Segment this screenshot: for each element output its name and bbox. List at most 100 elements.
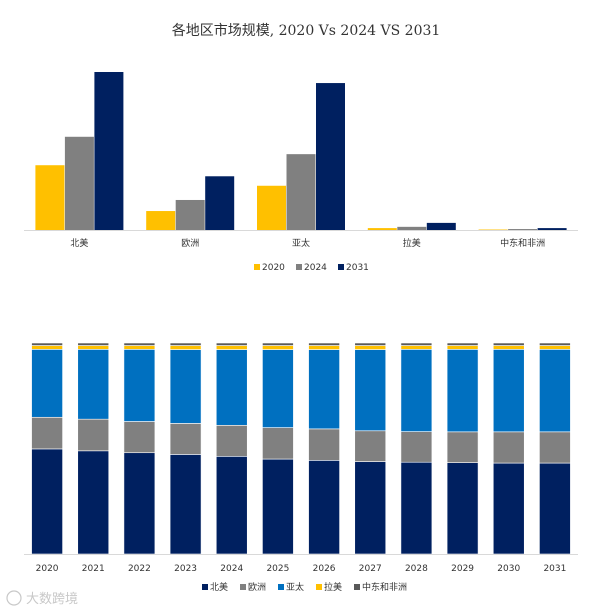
stack-2031-欧洲	[539, 431, 571, 464]
stack-2020-中东和非洲	[31, 342, 63, 346]
stack-2028-北美	[400, 461, 433, 555]
bar-拉美-2031	[426, 222, 456, 230]
stack-2031-亚太	[539, 349, 571, 433]
legend-label: 中东和非洲	[362, 581, 407, 593]
x-tick-label: 2023	[174, 564, 197, 574]
stack-2028-亚太	[400, 349, 433, 432]
bar-欧洲-2020	[146, 211, 176, 230]
stack-2020-拉美	[31, 345, 63, 350]
x-tick-label: 2026	[313, 564, 336, 574]
stack-2026-中东和非洲	[308, 342, 340, 346]
bar-中东和非洲-2020	[478, 229, 508, 231]
stack-2026-欧洲	[308, 428, 340, 461]
stack-2021-北美	[77, 450, 110, 555]
watermark-logo-icon	[6, 590, 22, 606]
legend-swatch-亚太	[278, 584, 284, 590]
legend-label: 亚太	[286, 581, 304, 593]
stack-2026-亚太	[308, 349, 340, 430]
x-tick-label: 2029	[451, 564, 474, 574]
x-tick-label: 2020	[36, 564, 59, 574]
stack-2020-欧洲	[31, 416, 63, 450]
x-tick-label: 中东和非洲	[500, 237, 545, 249]
stack-2029-北美	[446, 462, 479, 555]
stack-2029-亚太	[446, 349, 479, 433]
stack-2024-北美	[215, 456, 248, 555]
stack-2030-北美	[492, 462, 525, 555]
stack-2029-欧洲	[446, 431, 479, 463]
stack-2031-中东和非洲	[539, 342, 571, 346]
legend-swatch-欧洲	[240, 584, 246, 590]
stack-2025-欧洲	[262, 427, 294, 460]
x-tick-label: 2028	[405, 564, 428, 574]
stack-2028-中东和非洲	[400, 342, 433, 346]
stack-2030-亚太	[492, 349, 525, 433]
legend-label: 2020	[262, 263, 285, 273]
bar-拉美-2024	[397, 226, 427, 230]
stack-2030-拉美	[492, 345, 525, 350]
bar-北美-2024	[64, 136, 94, 230]
bar-拉美-2020	[367, 228, 397, 230]
stack-2023-欧洲	[169, 423, 202, 455]
x-tick-label: 2021	[82, 564, 105, 574]
stack-2023-拉美	[169, 345, 202, 350]
stack-2030-中东和非洲	[492, 342, 525, 346]
stack-2022-中东和非洲	[123, 342, 156, 346]
stack-2031-拉美	[539, 345, 571, 350]
stack-2030-欧洲	[492, 431, 525, 464]
stack-2024-中东和非洲	[215, 342, 248, 346]
stack-2027-欧洲	[354, 430, 387, 462]
stack-2021-中东和非洲	[77, 342, 110, 346]
stack-2025-中东和非洲	[262, 342, 294, 346]
stack-2021-拉美	[77, 345, 110, 350]
stack-2020-亚太	[31, 349, 63, 418]
stack-2021-欧洲	[77, 418, 110, 452]
watermark: 大数跨境	[26, 592, 78, 607]
x-tick-label: 2024	[220, 564, 243, 574]
legend-swatch-2024	[296, 264, 302, 270]
bar-北美-2031	[94, 72, 124, 230]
stack-2025-拉美	[262, 345, 294, 350]
bar-中东和非洲-2031	[537, 228, 567, 230]
legend-swatch-北美	[202, 584, 208, 590]
x-tick-label: 拉美	[403, 237, 421, 249]
stack-2024-亚太	[215, 349, 248, 426]
x-tick-label: 2027	[359, 564, 382, 574]
legend-label: 2031	[346, 263, 369, 273]
stack-2023-北美	[169, 454, 202, 555]
stack-2022-欧洲	[123, 421, 156, 454]
stack-2024-拉美	[215, 345, 248, 350]
bar-亚太-2020	[257, 185, 286, 230]
legend-swatch-2031	[338, 264, 344, 270]
stack-2020-北美	[31, 448, 63, 555]
stack-2026-拉美	[308, 345, 340, 350]
stack-2027-拉美	[354, 345, 387, 350]
x-tick-label: 亚太	[292, 237, 310, 249]
x-tick-label: 2030	[497, 564, 520, 574]
stack-2023-中东和非洲	[169, 342, 202, 346]
stack-2026-北美	[308, 460, 340, 555]
chart-title: 各地区市场规模, 2020 Vs 2024 VS 2031	[171, 23, 441, 39]
x-tick-label: 北美	[70, 237, 88, 249]
bar-亚太-2024	[286, 154, 316, 230]
legend-label: 欧洲	[248, 581, 266, 593]
x-tick-label: 2031	[543, 564, 566, 574]
bar-欧洲-2024	[175, 199, 205, 230]
legend-label: 北美	[210, 581, 228, 593]
x-tick-label: 2022	[128, 564, 151, 574]
legend-label: 拉美	[324, 581, 342, 593]
stack-2027-北美	[354, 461, 387, 555]
stack-2024-欧洲	[215, 424, 248, 457]
legend-swatch-拉美	[316, 584, 322, 590]
stack-2027-亚太	[354, 349, 387, 432]
stack-2023-亚太	[169, 349, 202, 424]
x-tick-label: 2025	[266, 564, 289, 574]
stack-2029-拉美	[446, 345, 479, 350]
bar-北美-2020	[35, 165, 65, 230]
stack-2022-亚太	[123, 349, 156, 422]
legend-swatch-中东和非洲	[354, 584, 360, 590]
stack-2025-亚太	[262, 349, 294, 428]
bar-欧洲-2031	[205, 176, 235, 230]
x-tick-label: 欧洲	[181, 237, 199, 249]
stack-2028-拉美	[400, 345, 433, 350]
stack-2028-欧洲	[400, 431, 433, 463]
